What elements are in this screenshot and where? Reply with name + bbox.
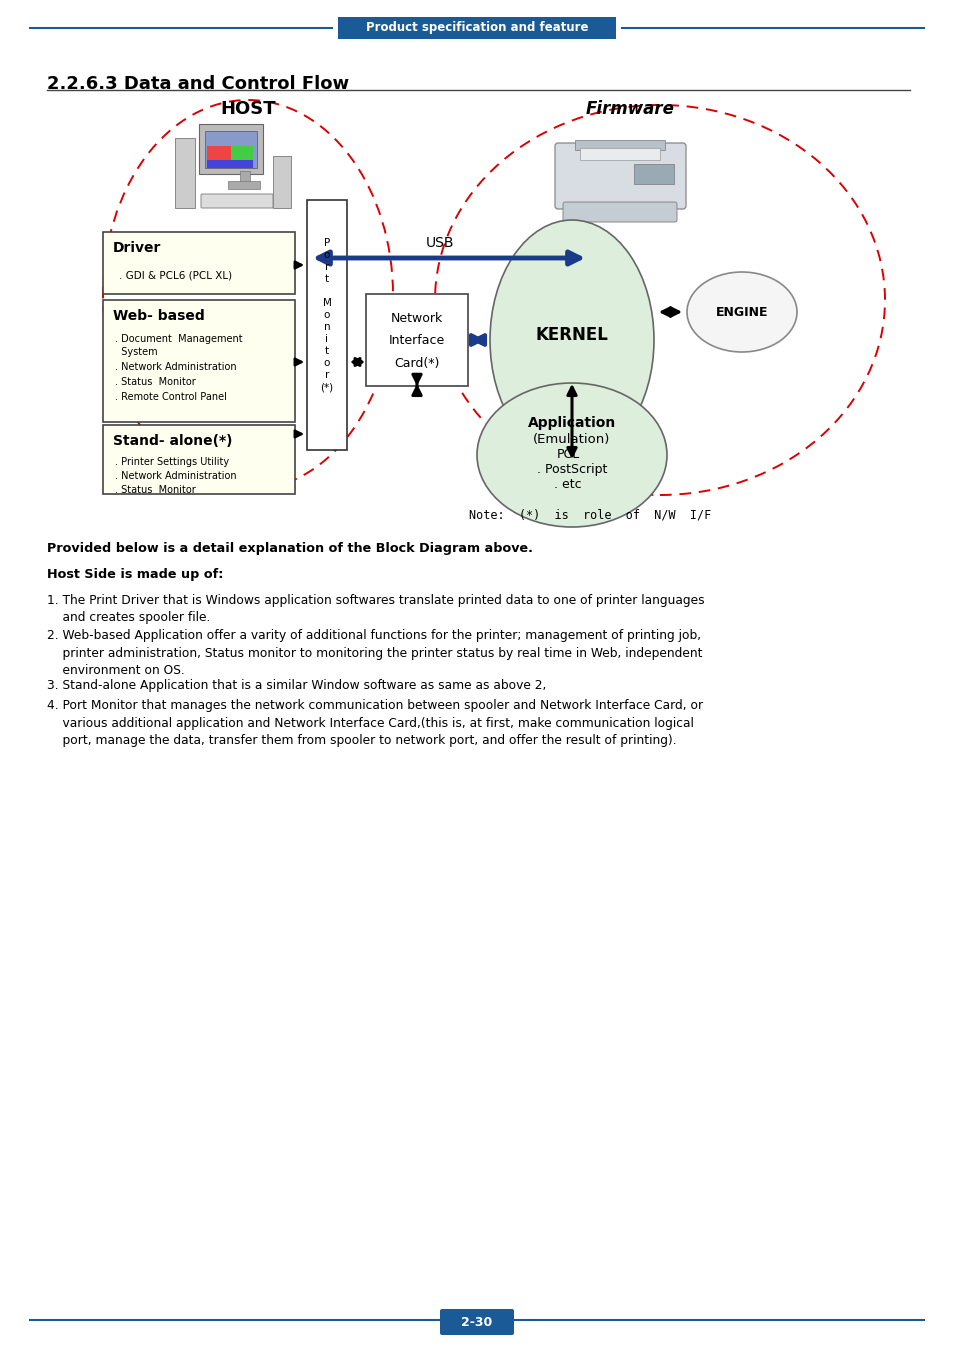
FancyBboxPatch shape	[439, 1310, 514, 1335]
Text: 2. Web-based Application offer a varity of additional functions for the printer;: 2. Web-based Application offer a varity …	[47, 629, 701, 676]
Text: Card(*): Card(*)	[394, 358, 439, 370]
FancyBboxPatch shape	[207, 161, 253, 167]
Text: 3. Stand-alone Application that is a similar Window software as same as above 2,: 3. Stand-alone Application that is a sim…	[47, 679, 546, 691]
Text: HOST: HOST	[220, 100, 275, 117]
Text: . etc: . etc	[554, 478, 581, 490]
FancyBboxPatch shape	[228, 181, 260, 189]
Ellipse shape	[476, 383, 666, 526]
Text: KERNEL: KERNEL	[535, 325, 608, 344]
FancyBboxPatch shape	[174, 138, 194, 208]
FancyBboxPatch shape	[307, 200, 347, 450]
FancyBboxPatch shape	[562, 202, 677, 221]
FancyBboxPatch shape	[366, 294, 468, 386]
Text: 2.2.6.3 Data and Control Flow: 2.2.6.3 Data and Control Flow	[47, 76, 349, 93]
Text: P
o
r
t
 
M
o
n
i
t
o
r
(*): P o r t M o n i t o r (*)	[320, 238, 334, 392]
FancyBboxPatch shape	[634, 163, 673, 184]
FancyBboxPatch shape	[273, 157, 291, 208]
FancyBboxPatch shape	[103, 232, 294, 294]
FancyBboxPatch shape	[201, 194, 273, 208]
Text: . Status  Monitor: . Status Monitor	[115, 377, 195, 387]
Text: PCL: PCL	[556, 447, 579, 460]
Text: 2-30: 2-30	[461, 1315, 492, 1328]
Text: . Status  Monitor: . Status Monitor	[115, 485, 195, 495]
Text: Product specification and feature: Product specification and feature	[365, 22, 588, 35]
Text: Stand- alone(*): Stand- alone(*)	[112, 433, 233, 448]
Text: Host Side is made up of:: Host Side is made up of:	[47, 568, 223, 580]
Ellipse shape	[686, 271, 796, 352]
FancyBboxPatch shape	[207, 146, 231, 161]
Text: System: System	[115, 347, 157, 356]
FancyBboxPatch shape	[205, 131, 256, 167]
Text: Application: Application	[527, 416, 616, 431]
FancyBboxPatch shape	[103, 425, 294, 494]
Text: ENGINE: ENGINE	[715, 305, 767, 319]
Text: Firmware: Firmware	[585, 100, 674, 117]
Text: . Network Administration: . Network Administration	[115, 362, 236, 373]
FancyBboxPatch shape	[575, 140, 664, 150]
Text: . PostScript: . PostScript	[537, 463, 606, 475]
Text: Driver: Driver	[112, 242, 161, 255]
Text: . Remote Control Panel: . Remote Control Panel	[115, 392, 227, 402]
Text: 1. The Print Driver that is Windows application softwares translate printed data: 1. The Print Driver that is Windows appl…	[47, 594, 704, 625]
FancyBboxPatch shape	[103, 300, 294, 423]
FancyBboxPatch shape	[579, 148, 659, 161]
FancyBboxPatch shape	[199, 124, 263, 174]
Text: . Document  Management: . Document Management	[115, 333, 242, 344]
Text: Network: Network	[391, 312, 442, 324]
FancyBboxPatch shape	[240, 171, 250, 184]
Text: USB: USB	[425, 236, 454, 250]
FancyBboxPatch shape	[337, 18, 616, 39]
Ellipse shape	[490, 220, 654, 460]
Text: Interface: Interface	[389, 333, 445, 347]
Text: Note:  (*)  is  role  of  N/W  I/F: Note: (*) is role of N/W I/F	[468, 508, 710, 521]
Text: . GDI & PCL6 (PCL XL): . GDI & PCL6 (PCL XL)	[119, 271, 232, 281]
Text: Web- based: Web- based	[112, 309, 205, 323]
Text: . Printer Settings Utility: . Printer Settings Utility	[115, 458, 229, 467]
Text: . Network Administration: . Network Administration	[115, 471, 236, 481]
Text: (Emulation): (Emulation)	[533, 432, 610, 446]
FancyBboxPatch shape	[555, 143, 685, 209]
Text: Provided below is a detail explanation of the Block Diagram above.: Provided below is a detail explanation o…	[47, 541, 533, 555]
Text: 4. Port Monitor that manages the network communication between spooler and Netwo: 4. Port Monitor that manages the network…	[47, 699, 702, 747]
FancyBboxPatch shape	[231, 146, 253, 161]
